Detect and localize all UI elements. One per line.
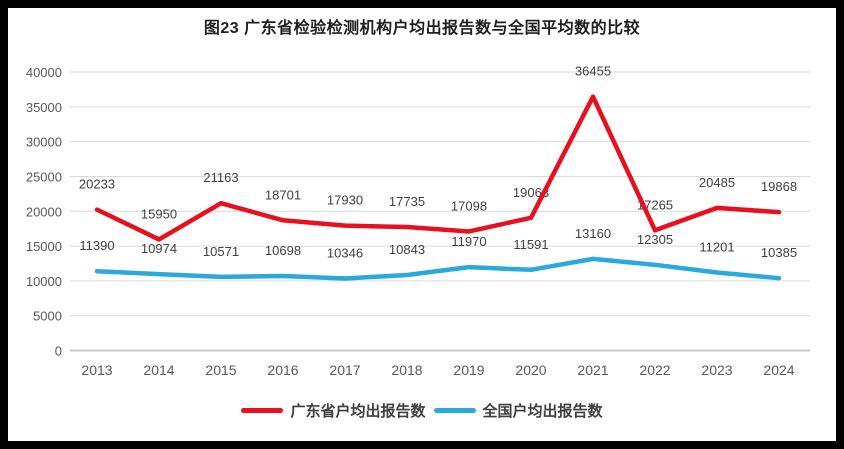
data-label: 11591 xyxy=(513,237,548,252)
x-tick-label: 2016 xyxy=(267,362,298,378)
guangdong-series-line xyxy=(94,94,782,242)
y-tick-label: 5000 xyxy=(33,309,62,324)
data-label: 13160 xyxy=(575,226,611,241)
data-label: 36455 xyxy=(575,64,611,79)
x-tick-label: 2019 xyxy=(453,362,484,378)
guangdong-line-swatch-icon xyxy=(241,408,284,413)
data-label: 11970 xyxy=(451,234,486,249)
data-label: 10843 xyxy=(389,242,425,257)
legend-label-guangdong: 广东省户均出报告数 xyxy=(290,403,426,420)
x-tick-label: 2013 xyxy=(81,362,112,378)
data-label: 10974 xyxy=(141,241,177,256)
data-label: 17930 xyxy=(327,193,363,208)
y-tick-label: 35000 xyxy=(26,100,62,115)
legend-item-guangdong: 广东省户均出报告数 xyxy=(241,400,426,421)
x-tick-label: 2015 xyxy=(205,362,236,378)
data-label: 20485 xyxy=(699,175,735,190)
y-tick-label: 15000 xyxy=(26,239,62,254)
data-label: 21163 xyxy=(203,170,238,185)
x-tick-label: 2020 xyxy=(515,362,546,378)
chart-legend: 广东省户均出报告数 全国户均出报告数 xyxy=(0,400,844,421)
x-tick-label: 2023 xyxy=(701,362,732,378)
data-label: 17098 xyxy=(451,198,487,213)
x-tick-label: 2024 xyxy=(763,362,794,378)
x-tick-label: 2017 xyxy=(329,362,360,378)
data-label: 10385 xyxy=(761,245,797,260)
x-tick-label: 2022 xyxy=(639,362,670,378)
data-label: 11201 xyxy=(699,240,734,255)
data-label: 10346 xyxy=(327,245,363,260)
data-label: 18701 xyxy=(265,187,301,202)
x-tick-label: 2014 xyxy=(143,362,174,378)
x-tick-label: 2018 xyxy=(391,362,422,378)
data-label: 10698 xyxy=(265,243,301,258)
y-tick-label: 25000 xyxy=(26,169,62,184)
data-label: 17735 xyxy=(389,194,425,209)
plot-background xyxy=(8,8,836,441)
data-label: 12305 xyxy=(637,232,673,247)
y-tick-label: 0 xyxy=(55,344,62,359)
y-tick-label: 30000 xyxy=(26,135,62,150)
legend-item-national: 全国户均出报告数 xyxy=(433,400,603,421)
chart-title: 图23 广东省检验检测机构户均出报告数与全国平均数的比较 xyxy=(203,20,641,37)
x-tick-label: 2021 xyxy=(577,362,608,378)
data-label: 11390 xyxy=(79,238,114,253)
y-tick-label: 20000 xyxy=(26,204,62,219)
y-tick-label: 40000 xyxy=(26,65,62,80)
national-line-swatch-icon xyxy=(433,408,476,413)
data-label: 10571 xyxy=(203,244,239,259)
data-label: 19868 xyxy=(761,179,797,194)
national-series-line xyxy=(94,256,782,281)
data-label: 15950 xyxy=(141,206,177,221)
legend-label-national: 全国户均出报告数 xyxy=(482,403,603,420)
y-tick-label: 10000 xyxy=(26,274,62,289)
data-label: 20233 xyxy=(79,177,115,192)
